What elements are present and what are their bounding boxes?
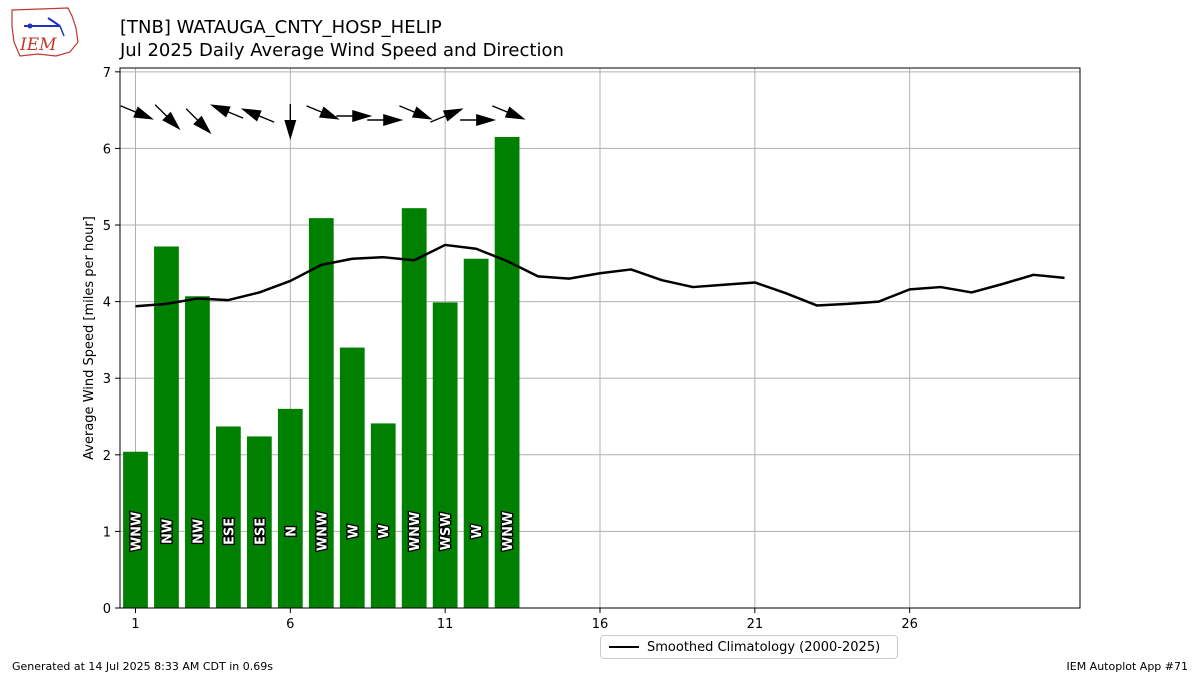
- bar-day-12: [463, 258, 489, 608]
- direction-label-day-9: W: [377, 524, 392, 538]
- bar-day-11: [432, 302, 458, 608]
- y-tick-label: 2: [103, 449, 111, 464]
- bar-day-2: [154, 246, 179, 608]
- direction-label-day-6: N: [284, 526, 299, 537]
- direction-label-day-2: NW: [160, 519, 175, 544]
- direction-arrow-day-4: [209, 104, 244, 119]
- direction-label-day-5: ESE: [253, 518, 268, 545]
- logo-text: IEM: [19, 35, 57, 55]
- x-tick-label: 11: [437, 617, 454, 632]
- direction-arrow-day-10: [399, 105, 433, 120]
- bar-day-9: [370, 423, 396, 608]
- bar-day-5: [246, 436, 272, 608]
- bar-day-3: [185, 296, 210, 608]
- direction-label-day-11: WSW: [439, 512, 454, 550]
- direction-arrow-day-11: [430, 108, 464, 123]
- x-tick-label: 6: [286, 617, 294, 632]
- app-credit: IEM Autoplot App #71: [1066, 660, 1189, 673]
- x-tick-label: 21: [747, 617, 764, 632]
- direction-arrows: [120, 104, 526, 140]
- direction-arrow-day-3: [185, 108, 212, 135]
- direction-label-day-13: WNW: [501, 512, 516, 552]
- direction-arrow-day-5: [240, 108, 275, 123]
- direction-arrow-day-13: [492, 105, 526, 120]
- direction-arrow-day-9: [367, 114, 404, 126]
- y-tick-label: 0: [103, 602, 111, 617]
- bar-day-13: [494, 136, 520, 609]
- bars: [123, 136, 520, 609]
- direction-label-day-10: WNW: [408, 512, 423, 552]
- climatology-series-line: [135, 243, 1065, 308]
- legend-line-swatch: [609, 646, 639, 648]
- x-tick-label: 16: [592, 617, 609, 632]
- direction-label-day-8: W: [346, 524, 361, 538]
- y-tick-label: 1: [103, 525, 111, 540]
- direction-arrow-day-7: [306, 105, 340, 120]
- legend-label: Smoothed Climatology (2000-2025): [647, 639, 881, 655]
- direction-arrow-day-8: [336, 110, 373, 122]
- x-tick-label: 26: [901, 617, 918, 632]
- y-tick-label: 5: [103, 219, 111, 234]
- bar-day-10: [401, 208, 427, 608]
- legend: Smoothed Climatology (2000-2025): [600, 635, 898, 659]
- x-tick-label: 1: [131, 617, 139, 632]
- bar-day-1: [123, 451, 148, 608]
- direction-label-day-7: WNW: [315, 512, 330, 552]
- bar-day-7: [308, 218, 334, 608]
- iem-logo: IEM: [11, 7, 79, 57]
- bar-day-8: [339, 347, 365, 608]
- y-tick-label: 3: [103, 372, 111, 387]
- bar-day-4: [216, 426, 241, 608]
- direction-label-day-12: W: [470, 524, 485, 538]
- direction-label-day-1: WNW: [129, 512, 144, 552]
- grid-lines: [120, 68, 1080, 609]
- direction-arrow-day-2: [154, 104, 181, 131]
- direction-label-day-3: NW: [191, 519, 206, 544]
- y-tick-label: 6: [103, 142, 111, 157]
- chart-title: [TNB] WATAUGA_CNTY_HOSP_HELIP: [120, 17, 442, 38]
- direction-labels: WNW NW NW ESE ESE N WNW W W WNW WSW W WNW: [128, 510, 517, 552]
- direction-label-day-4: ESE: [222, 518, 237, 545]
- bar-day-6: [277, 408, 303, 608]
- y-tick-label: 4: [103, 296, 111, 311]
- chart-subtitle: Jul 2025 Daily Average Wind Speed and Di…: [120, 40, 564, 61]
- generated-timestamp: Generated at 14 Jul 2025 8:33 AM CDT in …: [12, 660, 273, 673]
- y-tick-label: 7: [103, 66, 111, 81]
- climatology-line: [135, 243, 1065, 308]
- direction-arrow-day-12: [460, 114, 497, 126]
- y-axis-label: Average Wind Speed [miles per hour]: [82, 216, 97, 460]
- direction-arrow-day-6: [284, 104, 297, 140]
- direction-arrow-day-1: [120, 105, 154, 120]
